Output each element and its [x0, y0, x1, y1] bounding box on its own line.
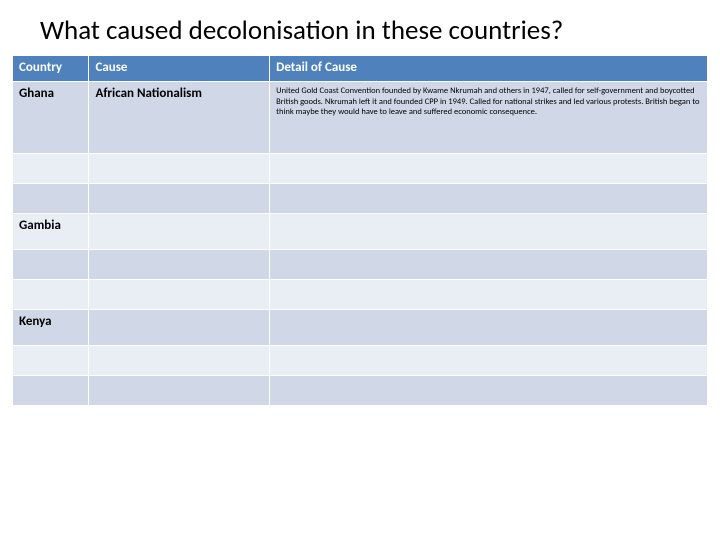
- table-row: [13, 346, 708, 376]
- cell-country: [13, 154, 89, 184]
- cell-country: Ghana: [13, 82, 89, 154]
- table-header-row: Country Cause Detail of Cause: [13, 56, 708, 82]
- col-cause: Cause: [89, 56, 270, 82]
- cell-cause: [89, 346, 270, 376]
- cell-country: Kenya: [13, 310, 89, 346]
- cell-detail: [270, 280, 708, 310]
- cell-detail: [270, 184, 708, 214]
- col-country: Country: [13, 56, 89, 82]
- decolonisation-table: Country Cause Detail of Cause Ghana Afri…: [12, 55, 708, 406]
- cell-country: [13, 184, 89, 214]
- col-detail: Detail of Cause: [270, 56, 708, 82]
- cell-country: Gambia: [13, 214, 89, 250]
- cell-detail: [270, 214, 708, 250]
- cell-detail: [270, 154, 708, 184]
- table-row: [13, 280, 708, 310]
- table-row: Kenya: [13, 310, 708, 346]
- cell-detail: [270, 346, 708, 376]
- cell-cause: [89, 376, 270, 406]
- cell-detail: United Gold Coast Convention founded by …: [270, 82, 708, 154]
- cell-cause: [89, 214, 270, 250]
- table-row: [13, 154, 708, 184]
- cell-cause: [89, 250, 270, 280]
- cell-country: [13, 250, 89, 280]
- cell-detail: [270, 250, 708, 280]
- table-row: Gambia: [13, 214, 708, 250]
- cell-country: [13, 280, 89, 310]
- table-row: Ghana African Nationalism United Gold Co…: [13, 82, 708, 154]
- cell-country: [13, 376, 89, 406]
- cell-cause: African Nationalism: [89, 82, 270, 154]
- cell-cause: [89, 154, 270, 184]
- table-row: [13, 250, 708, 280]
- cell-detail: [270, 376, 708, 406]
- table-row: [13, 376, 708, 406]
- cell-cause: [89, 184, 270, 214]
- table-row: [13, 184, 708, 214]
- page-title: What caused decolonisation in these coun…: [40, 14, 708, 47]
- cell-detail: [270, 310, 708, 346]
- cell-cause: [89, 280, 270, 310]
- cell-cause: [89, 310, 270, 346]
- cell-country: [13, 346, 89, 376]
